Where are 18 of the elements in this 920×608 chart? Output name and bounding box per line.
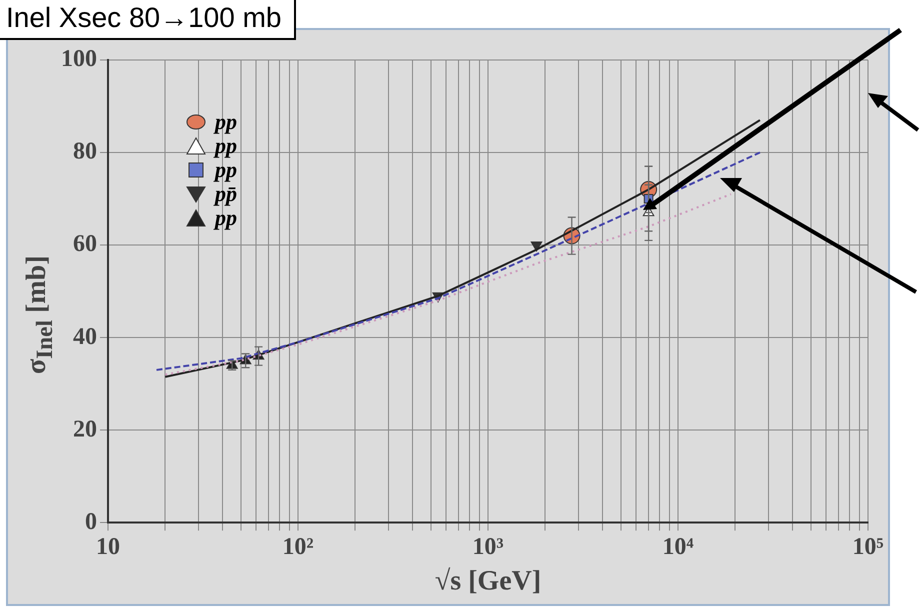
chart-title: Inel Xsec 80→100 mb — [0, 0, 296, 40]
x-tick-label: 10⁵ — [852, 534, 884, 560]
y-tick-label: 40 — [73, 324, 97, 350]
x-tick-label: 10³ — [472, 534, 504, 560]
legend-label: pp — [215, 133, 237, 158]
y-tick-label: 0 — [85, 508, 97, 535]
x-tick-label: 10⁴ — [662, 534, 694, 560]
legend-label: pp — [215, 157, 237, 182]
x-tick-label: 10² — [282, 534, 314, 560]
legend-label: pp — [215, 109, 237, 134]
legend-label: pp — [215, 205, 237, 230]
y-tick-label: 100 — [61, 46, 97, 72]
x-tick-label: 10 — [96, 534, 120, 560]
y-tick-label: 80 — [73, 138, 97, 165]
x-axis-title: √s [GeV] — [434, 565, 542, 596]
legend-label: pp̄ — [215, 181, 237, 206]
y-tick-label: 60 — [73, 231, 97, 258]
y-tick-label: 20 — [73, 416, 97, 442]
